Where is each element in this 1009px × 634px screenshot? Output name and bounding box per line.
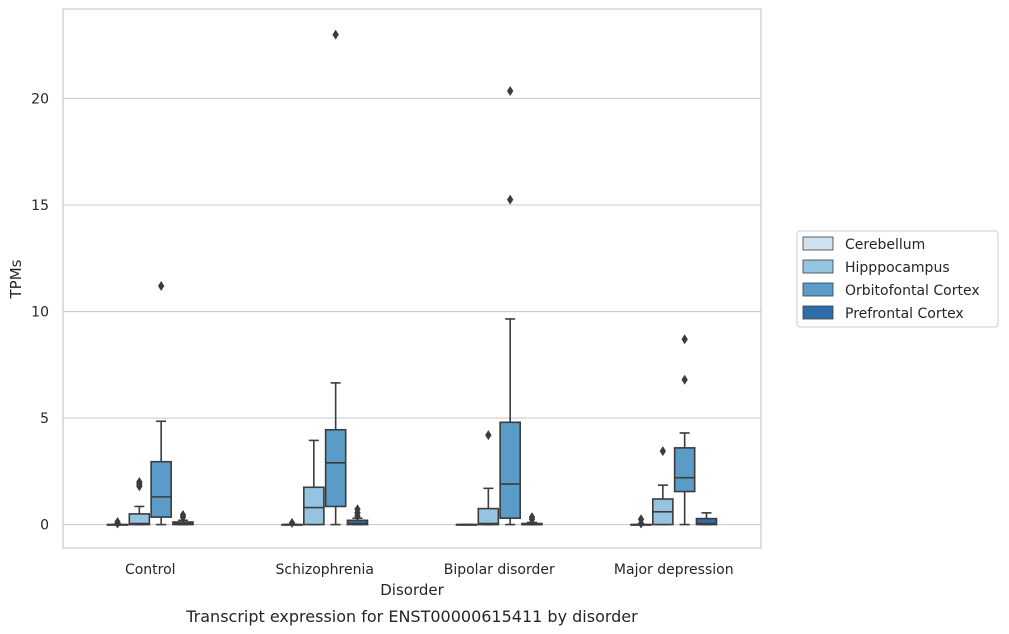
x-axis-label: Disorder	[380, 581, 444, 599]
x-tick-labels: Control Schizophrenia Bipolar disorder Majo…	[125, 562, 734, 578]
iqr-box	[477, 507, 500, 526]
legend-label: Cerebellum	[845, 237, 925, 253]
iqr-box	[499, 421, 521, 519]
box-3-3	[695, 512, 718, 526]
y-tick-label: 10	[31, 305, 49, 321]
box-2-1	[477, 430, 500, 526]
outlier-point	[659, 446, 667, 457]
box-3-0	[630, 514, 652, 529]
outlier-point	[332, 29, 339, 40]
y-tick-label: 5	[40, 411, 49, 427]
iqr-box	[673, 447, 696, 493]
y-tick-label: 20	[31, 91, 49, 107]
legend-label: Prefrontal Cortex	[845, 306, 964, 322]
box-2-2	[499, 86, 521, 526]
x-tick-label: Bipolar disorder	[444, 562, 555, 578]
legend-swatch	[802, 236, 834, 251]
outlier-point	[681, 334, 688, 345]
iqr-box	[324, 428, 347, 508]
outlier-point	[506, 86, 514, 97]
x-tick-label: Schizophrenia	[276, 562, 374, 578]
box-0-0	[106, 517, 129, 529]
box-2-3	[521, 512, 543, 526]
box-3-1	[652, 446, 674, 526]
x-tick-label: Control	[125, 562, 176, 578]
iqr-box	[303, 486, 325, 526]
box-3-2	[673, 334, 696, 526]
x-tick-label: Major depression	[614, 562, 734, 578]
box-0-3	[172, 509, 194, 526]
legend-swatch	[802, 305, 834, 320]
legend-swatch	[802, 282, 834, 297]
legend-frame	[796, 230, 999, 328]
outlier-point	[179, 509, 187, 520]
chart-caption: Transcript expression for ENST0000061541…	[185, 607, 638, 626]
legend: Cerebellum Hipppocampus Orbitofontal Corte…	[796, 230, 999, 328]
legend-label: Hipppocampus	[845, 260, 950, 276]
outlier-point	[136, 476, 143, 487]
outlier-point	[528, 512, 536, 523]
legend-label: Orbitofontal Cortex	[845, 283, 980, 299]
box-plot-marks	[106, 29, 718, 529]
outlier-point	[157, 280, 165, 291]
box-1-2	[324, 29, 347, 526]
grid-lines	[63, 97, 761, 526]
y-tick-label: 15	[31, 198, 49, 214]
iqr-box	[150, 460, 172, 518]
box-1-3	[346, 504, 369, 526]
y-tick-labels: 0 5 10 15 20	[31, 91, 49, 533]
outlier-point	[637, 514, 645, 525]
outlier-point	[354, 504, 361, 515]
box-0-1	[128, 476, 151, 526]
box-0-2	[150, 280, 172, 526]
plot-area-frame	[62, 8, 762, 549]
legend-swatch	[802, 259, 834, 274]
outlier-point	[114, 517, 121, 528]
y-tick-label: 0	[40, 518, 49, 534]
outlier-point	[485, 430, 492, 441]
iqr-box	[695, 517, 718, 526]
box-1-1	[303, 439, 325, 526]
y-axis-label: TPMs	[7, 259, 25, 299]
outlier-point	[681, 374, 688, 385]
outlier-point	[506, 194, 514, 205]
box-2-0	[455, 523, 478, 526]
box-1-0	[281, 517, 303, 528]
outlier-point	[288, 517, 296, 528]
iqr-box	[128, 513, 151, 526]
